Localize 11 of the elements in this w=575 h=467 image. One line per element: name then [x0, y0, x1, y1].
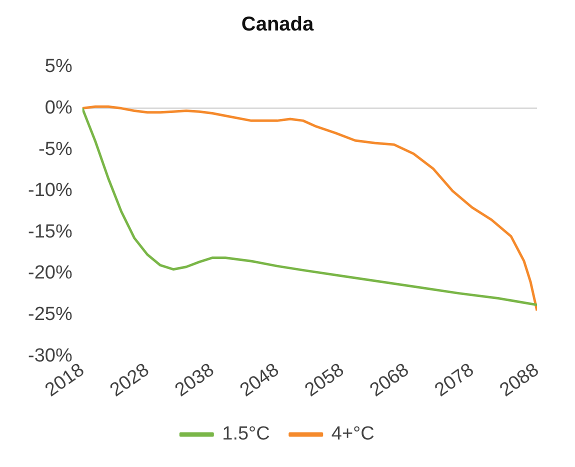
y-tick-label: -25% [28, 304, 72, 326]
legend-label: 4+°C [331, 424, 374, 445]
y-tick-label: -15% [28, 221, 72, 242]
y-tick-label: 0% [44, 98, 72, 119]
y-tick-label: -10% [28, 180, 72, 202]
y-tick-label: 5% [44, 56, 72, 78]
y-tick-label: -30% [28, 345, 72, 366]
y-tick-label: -20% [28, 262, 72, 284]
y-tick-label: -5% [38, 138, 72, 160]
legend-label: 1.5°C [222, 424, 270, 445]
chart-title: Canada [241, 14, 314, 36]
